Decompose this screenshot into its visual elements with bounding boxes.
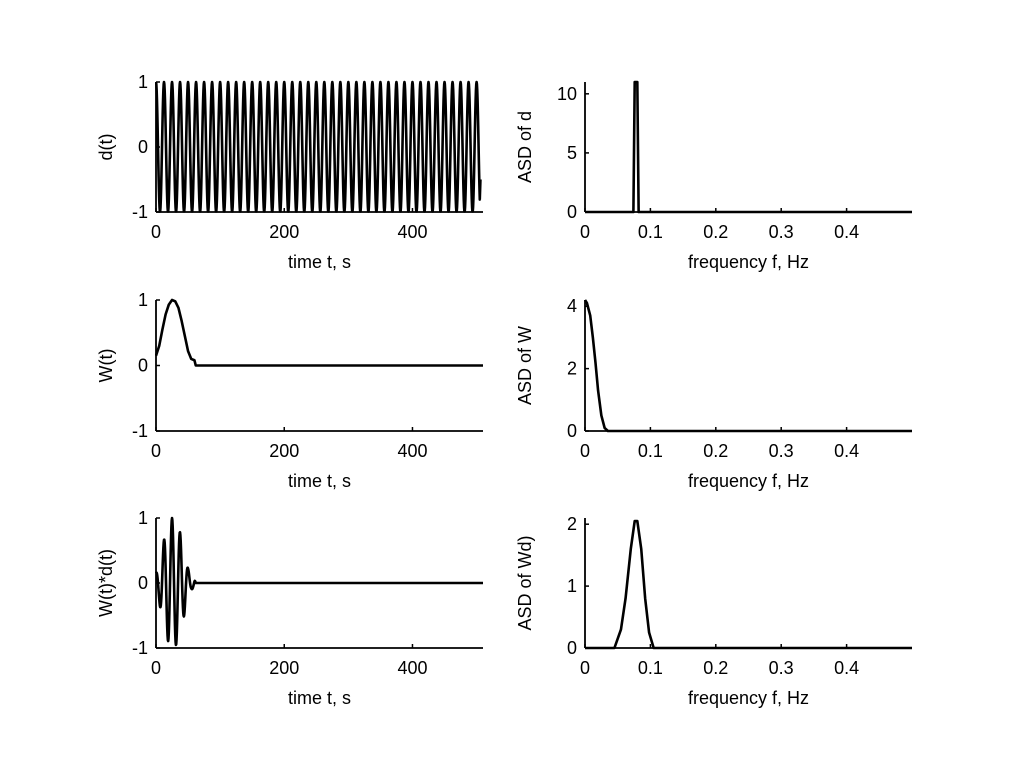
x-axis-label: time t, s xyxy=(288,252,351,272)
y-tick-label: 1 xyxy=(138,72,148,92)
y-tick-label: 10 xyxy=(557,84,577,104)
x-tick-label: 0.2 xyxy=(703,222,728,242)
x-tick-label: 0.4 xyxy=(834,658,859,678)
x-tick-label: 0.1 xyxy=(638,441,663,461)
x-tick-label: 200 xyxy=(269,441,299,461)
x-tick-label: 0 xyxy=(580,441,590,461)
x-tick-label: 400 xyxy=(397,658,427,678)
series-line xyxy=(155,298,483,367)
x-tick-label: 0 xyxy=(580,222,590,242)
y-tick-label: -1 xyxy=(132,202,148,222)
y-axis-label: ASD of Wd) xyxy=(515,535,535,630)
y-tick-label: 0 xyxy=(567,638,577,658)
x-tick-label: 0 xyxy=(151,441,161,461)
y-tick-label: 0 xyxy=(138,137,148,157)
subplot-bottom-right: 0 0.1 0.2 0.3 0.4 0 1 2 frequency f, Hz ASD of Wd… xyxy=(515,514,912,708)
y-tick-label: 1 xyxy=(567,576,577,596)
y-axis-label: W(t) xyxy=(96,349,116,383)
y-axis-label: ASD of d xyxy=(515,111,535,183)
y-tick-label: 0 xyxy=(138,356,148,376)
x-tick-label: 200 xyxy=(269,222,299,242)
y-tick-label: 2 xyxy=(567,514,577,534)
series-line xyxy=(155,516,484,647)
x-tick-label: 0.3 xyxy=(769,658,794,678)
x-tick-label: 0 xyxy=(580,658,590,678)
y-tick-label: 5 xyxy=(567,143,577,163)
y-tick-label: 1 xyxy=(138,290,148,310)
y-axis-label: ASD of W xyxy=(515,326,535,405)
y-tick-label: 1 xyxy=(138,508,148,528)
x-axis-label: time t, s xyxy=(288,471,351,491)
x-tick-label: 0.3 xyxy=(769,441,794,461)
x-tick-label: 200 xyxy=(269,658,299,678)
y-axis-label: d(t) xyxy=(96,134,116,161)
x-axis-label: frequency f, Hz xyxy=(688,688,809,708)
x-axis-label: frequency f, Hz xyxy=(688,252,809,272)
series-line xyxy=(584,299,912,433)
x-tick-label: 0 xyxy=(151,658,161,678)
x-tick-label: 0 xyxy=(151,222,161,242)
y-tick-label: -1 xyxy=(132,421,148,441)
x-tick-label: 400 xyxy=(397,441,427,461)
y-tick-label: 2 xyxy=(567,359,577,379)
y-tick-label: 0 xyxy=(567,421,577,441)
y-tick-label: 0 xyxy=(138,573,148,593)
series-line xyxy=(155,80,482,213)
subplot-middle-right: 0 0.1 0.2 0.3 0.4 0 2 4 frequency f, Hz ASD of W xyxy=(515,296,912,491)
y-axis-label: W(t)*d(t) xyxy=(96,549,116,617)
x-tick-label: 0.1 xyxy=(638,222,663,242)
x-axis-label: frequency f, Hz xyxy=(688,471,809,491)
x-tick-label: 0.4 xyxy=(834,441,859,461)
x-tick-label: 0.3 xyxy=(769,222,794,242)
x-tick-label: 0.2 xyxy=(703,658,728,678)
y-tick-label: 4 xyxy=(567,296,577,316)
x-axis-label: time t, s xyxy=(288,688,351,708)
x-tick-label: 0.1 xyxy=(638,658,663,678)
y-tick-label: 0 xyxy=(567,202,577,222)
series-line xyxy=(585,519,912,650)
x-tick-label: 400 xyxy=(397,222,427,242)
x-tick-label: 0.4 xyxy=(834,222,859,242)
y-tick-label: -1 xyxy=(132,638,148,658)
x-tick-label: 0.2 xyxy=(703,441,728,461)
subplot-top-right: 0 0.1 0.2 0.3 0.4 0 5 10 frequency f, Hz ASD of d xyxy=(515,80,912,272)
